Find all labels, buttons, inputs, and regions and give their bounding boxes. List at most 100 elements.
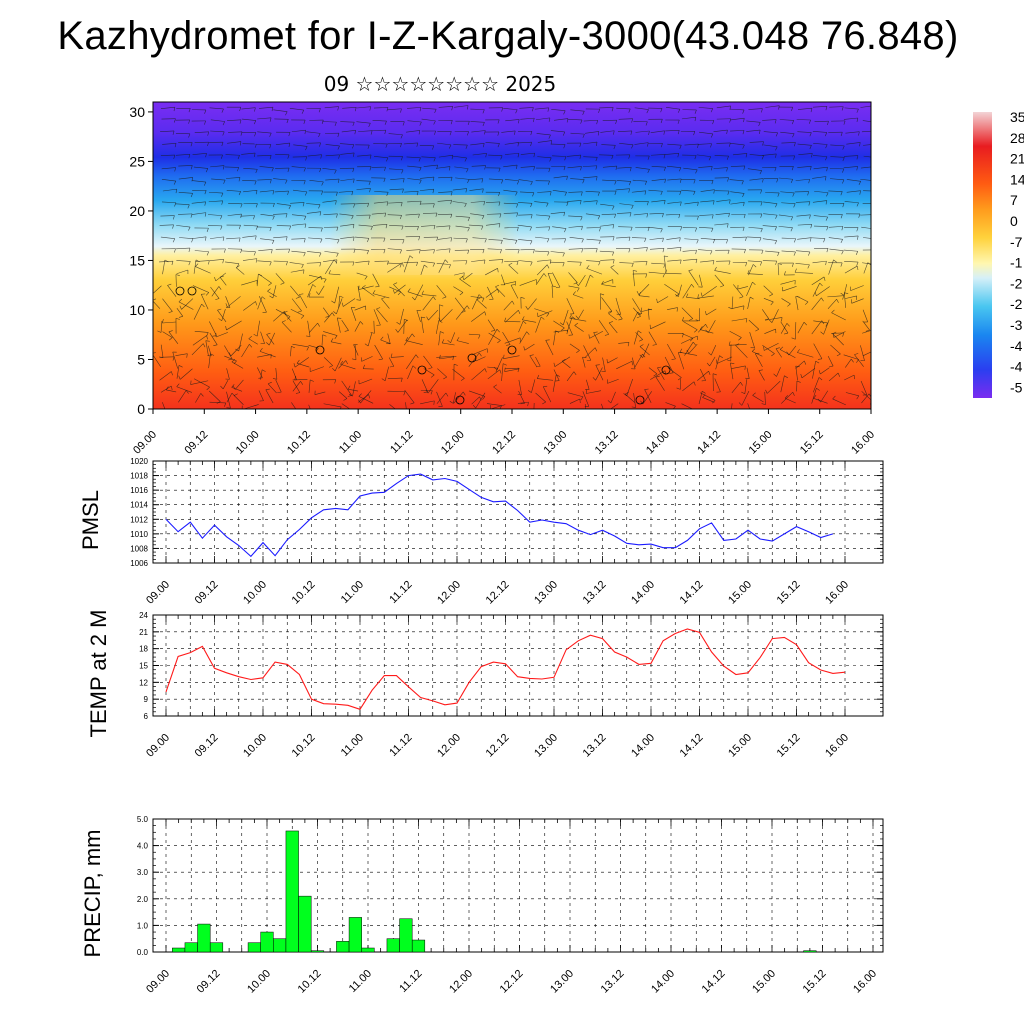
wind-barb-flag [496, 328, 500, 333]
wind-barb [550, 130, 565, 133]
wind-barb [765, 105, 780, 108]
wind-barb-flag [686, 349, 690, 354]
wind-barb-flag [175, 317, 180, 320]
wind-barb-flag [784, 395, 789, 399]
wind-barb [178, 192, 193, 194]
wind-barb [566, 316, 573, 333]
heatmap-x-tick-label: 12.12 [490, 429, 518, 457]
wind-barb [243, 301, 256, 311]
wind-barb-flag [303, 238, 306, 243]
wind-barb-flag [637, 330, 642, 334]
wind-barb-flag [472, 404, 476, 409]
wind-barb-flag [755, 352, 760, 355]
wind-barb-flag [547, 238, 550, 243]
wind-barb [633, 261, 648, 263]
wind-barb [699, 368, 706, 381]
wind-barb [607, 357, 618, 364]
wind-barb [796, 119, 811, 121]
wind-barb [439, 356, 457, 360]
wind-barb [504, 281, 516, 285]
wind-barb [241, 250, 256, 253]
wind-barb-flag [283, 310, 288, 313]
wind-barb [795, 366, 798, 381]
x-tick-label: 13.00 [548, 968, 576, 996]
wind-barb-flag [548, 134, 551, 139]
wind-barb [535, 356, 541, 367]
wind-barb [582, 165, 597, 167]
wind-barb [356, 188, 371, 190]
wind-barb [730, 130, 745, 132]
wind-barb [812, 260, 827, 264]
wind-barb-flag [646, 109, 649, 114]
wind-barb [633, 307, 641, 317]
wind-barb-flag [874, 265, 876, 269]
wind-barb [355, 260, 370, 263]
wind-barb-flag [303, 167, 306, 172]
wind-barb [667, 143, 682, 146]
wind-barb-flag [540, 316, 545, 320]
wind-barb [162, 402, 166, 409]
wind-barb-flag [695, 250, 697, 255]
y-tick-label: 1016 [130, 486, 148, 495]
wind-barb-flag [498, 192, 501, 197]
y-axis-label: PRECIP, mm [80, 830, 105, 958]
wind-barb-flag [580, 119, 583, 124]
wind-barb-flag [856, 261, 859, 266]
wind-barb [340, 223, 355, 227]
wind-barb [531, 379, 536, 393]
wind-barb-flag [508, 262, 513, 266]
wind-barb [520, 117, 535, 120]
wind-barb [601, 284, 616, 288]
colorbar-label: -4 [1010, 359, 1023, 375]
precip-bar [348, 917, 362, 953]
wind-barb-flag [726, 129, 728, 134]
wind-barb [780, 131, 795, 134]
wind-barb [517, 401, 529, 404]
wind-barb-flag [386, 107, 389, 112]
wind-barb-flag [294, 413, 298, 414]
precip-bar [273, 938, 287, 953]
wind-barb [860, 166, 871, 169]
wind-barb-flag [344, 330, 349, 332]
wind-barb-flag [533, 166, 535, 171]
wind-barb-flag [726, 359, 731, 362]
wind-barb [518, 239, 533, 242]
wind-barb-flag [532, 107, 534, 112]
wind-barb [634, 107, 649, 110]
wind-barb-flag [421, 316, 426, 319]
wind-barb [176, 386, 193, 393]
wind-barb-flag [288, 248, 290, 253]
wind-barb-flag [449, 401, 454, 404]
wind-barb-flag [636, 316, 641, 319]
wind-barb [535, 250, 550, 253]
y-tick-label: 1.0 [137, 921, 149, 930]
wind-barb [843, 155, 858, 157]
wind-barb-flag [362, 285, 366, 288]
wind-barb-flag [430, 390, 433, 395]
wind-barb [191, 343, 204, 356]
wind-barb [813, 343, 823, 359]
x-tick-label: 15.12 [775, 732, 803, 760]
wind-barb-flag [195, 259, 200, 262]
wind-barb [275, 368, 278, 380]
x-tick-label: 10.12 [290, 579, 318, 607]
wind-barb-flag [726, 167, 728, 172]
wind-barb-flag [432, 145, 435, 150]
wind-barb [306, 211, 321, 214]
wind-barb-flag [564, 156, 567, 161]
wind-barb-flag [769, 293, 773, 297]
wind-barb-flag [601, 280, 604, 285]
wind-barb-flag [745, 318, 748, 323]
wind-barb-flag [167, 283, 172, 286]
wind-barb [831, 312, 846, 321]
wind-barb-flag [790, 216, 794, 221]
colorbar-label: -3 [1010, 317, 1023, 333]
wind-barb-flag [172, 224, 174, 229]
wind-barb [797, 237, 812, 240]
wind-barb-flag [596, 120, 598, 125]
wind-barb [552, 155, 567, 157]
wind-barb-flag [642, 353, 646, 358]
wind-barb [748, 264, 754, 276]
wind-barb [259, 351, 276, 358]
wind-barb [354, 344, 357, 360]
